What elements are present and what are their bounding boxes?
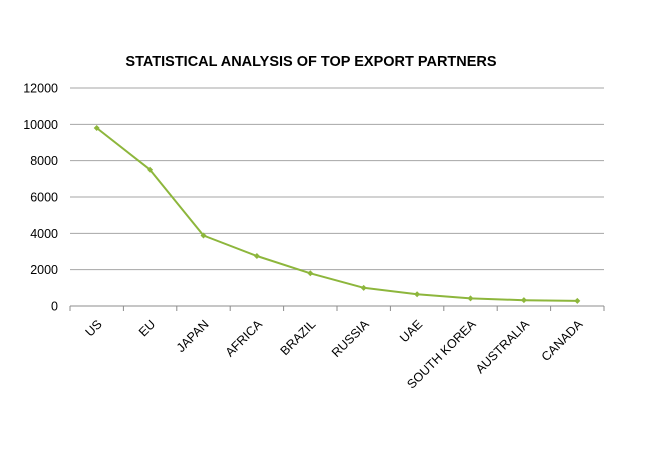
- data-point: [307, 270, 314, 277]
- x-tick-label: AUSTRALIA: [473, 317, 532, 376]
- x-tick-label: EU: [136, 317, 158, 339]
- x-tick-label: US: [83, 317, 105, 339]
- data-point: [360, 284, 367, 291]
- data-point: [93, 124, 100, 131]
- data-point: [147, 166, 154, 173]
- y-tick-label: 0: [51, 300, 58, 314]
- data-point: [253, 253, 260, 260]
- y-axis-tick-labels: 0 2000 4000 6000 8000 10000 12000: [23, 82, 58, 314]
- y-tick-label: 4000: [30, 227, 58, 241]
- chart-title: STATISTICAL ANALYSIS OF TOP EXPORT PARTN…: [125, 54, 496, 70]
- gridlines: [69, 87, 605, 311]
- y-tick-label: 8000: [30, 154, 58, 168]
- data-point: [414, 291, 421, 298]
- series-line: [96, 127, 578, 302]
- y-tick-label: 6000: [30, 191, 58, 205]
- x-tick-label: JAPAN: [174, 317, 212, 355]
- x-tick-label: BRAZIL: [278, 317, 319, 358]
- y-tick-label: 10000: [23, 118, 58, 132]
- y-tick-label: 12000: [23, 82, 58, 96]
- y-tick-label: 2000: [30, 263, 58, 277]
- x-tick-label: AFRICA: [223, 317, 266, 360]
- data-point: [200, 232, 207, 239]
- x-tick-label: RUSSIA: [329, 317, 372, 360]
- data-point: [467, 295, 474, 302]
- x-tick-label: CANADA: [539, 317, 586, 364]
- series-layer: [93, 124, 581, 304]
- x-tick-label: UAE: [397, 317, 425, 345]
- data-point: [520, 297, 527, 304]
- data-point: [574, 297, 581, 304]
